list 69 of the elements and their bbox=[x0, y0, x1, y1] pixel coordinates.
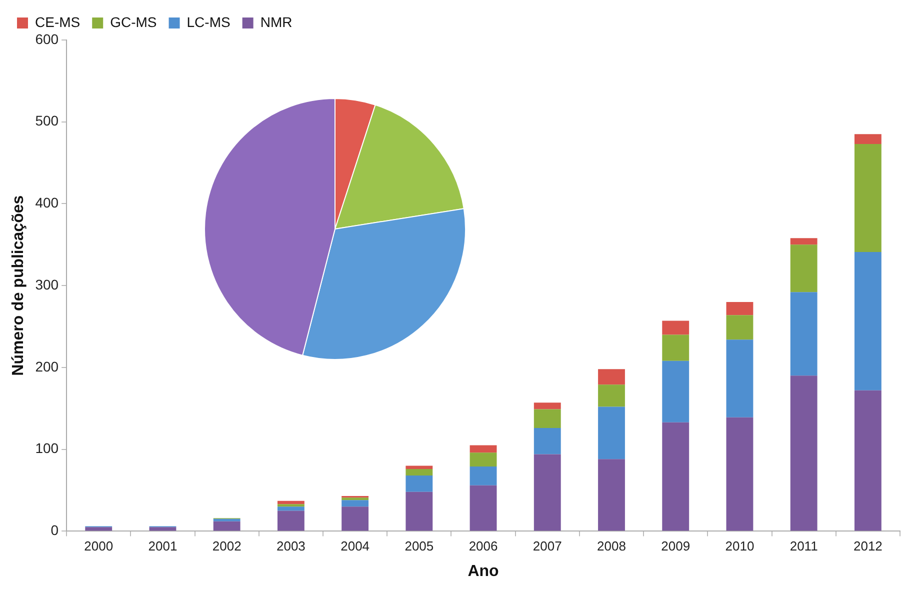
x-tick-label: 2011 bbox=[790, 538, 818, 554]
bar bbox=[406, 468, 433, 476]
bar bbox=[406, 492, 433, 531]
y-tick-label: 0 bbox=[50, 522, 59, 538]
bar bbox=[277, 504, 304, 507]
bar bbox=[277, 500, 304, 504]
bar bbox=[534, 454, 561, 531]
y-tick-label: 500 bbox=[35, 112, 59, 129]
bar bbox=[662, 360, 690, 422]
x-tick-label: 2008 bbox=[597, 538, 626, 554]
bar bbox=[726, 315, 754, 340]
legend-label: LC-MS bbox=[186, 14, 230, 30]
y-tick-label: 600 bbox=[35, 30, 59, 47]
x-tick-label: 2005 bbox=[404, 538, 434, 554]
bar bbox=[598, 384, 625, 407]
x-tick-label: 2002 bbox=[212, 538, 242, 554]
bar bbox=[342, 498, 369, 500]
y-tick-label: 300 bbox=[35, 276, 59, 292]
bar bbox=[662, 422, 690, 531]
x-axis-title: Ano bbox=[468, 562, 500, 580]
bar bbox=[85, 527, 112, 531]
bar bbox=[534, 402, 561, 410]
bar bbox=[406, 466, 433, 469]
x-tick-label: 2012 bbox=[853, 538, 882, 554]
bar bbox=[662, 320, 690, 335]
x-tick-label: 2000 bbox=[84, 538, 114, 554]
x-tick-label: 2003 bbox=[276, 538, 306, 554]
bar bbox=[598, 406, 625, 460]
bar bbox=[854, 144, 882, 252]
bar bbox=[662, 334, 690, 361]
bar bbox=[277, 510, 304, 531]
bar bbox=[534, 428, 561, 454]
bar bbox=[790, 292, 818, 376]
legend-label: NMR bbox=[260, 14, 292, 30]
bar bbox=[342, 500, 369, 507]
bar bbox=[470, 452, 497, 467]
bar bbox=[598, 369, 625, 385]
bar bbox=[534, 409, 561, 428]
legend-label: CE-MS bbox=[35, 14, 80, 30]
x-tick-label: 2001 bbox=[148, 538, 178, 554]
bar bbox=[213, 518, 240, 522]
bar bbox=[342, 506, 369, 531]
bar bbox=[406, 476, 433, 492]
x-tick-label: 2007 bbox=[532, 538, 562, 554]
bar bbox=[790, 238, 818, 245]
bar bbox=[726, 302, 754, 316]
y-axis-title: Número de publicações bbox=[10, 195, 28, 376]
x-tick-label: 2004 bbox=[340, 538, 370, 554]
y-tick-label: 100 bbox=[35, 440, 59, 456]
x-tick-label: 2009 bbox=[661, 538, 690, 554]
bar bbox=[854, 252, 882, 390]
bar bbox=[213, 521, 240, 531]
legend-label: GC-MS bbox=[110, 14, 157, 30]
bar bbox=[854, 134, 882, 144]
y-tick-label: 400 bbox=[35, 194, 59, 211]
bar bbox=[726, 340, 754, 418]
bar bbox=[149, 527, 176, 531]
bar bbox=[470, 445, 497, 453]
bar bbox=[277, 506, 304, 511]
x-tick-label: 2010 bbox=[725, 538, 754, 554]
bar bbox=[598, 459, 625, 531]
bar bbox=[790, 376, 818, 531]
y-tick-label: 200 bbox=[35, 358, 59, 374]
bar bbox=[726, 417, 754, 531]
bar bbox=[854, 390, 882, 531]
bar bbox=[470, 485, 497, 531]
x-tick-label: 2006 bbox=[468, 538, 498, 554]
bar bbox=[470, 466, 497, 486]
bar bbox=[790, 244, 818, 292]
